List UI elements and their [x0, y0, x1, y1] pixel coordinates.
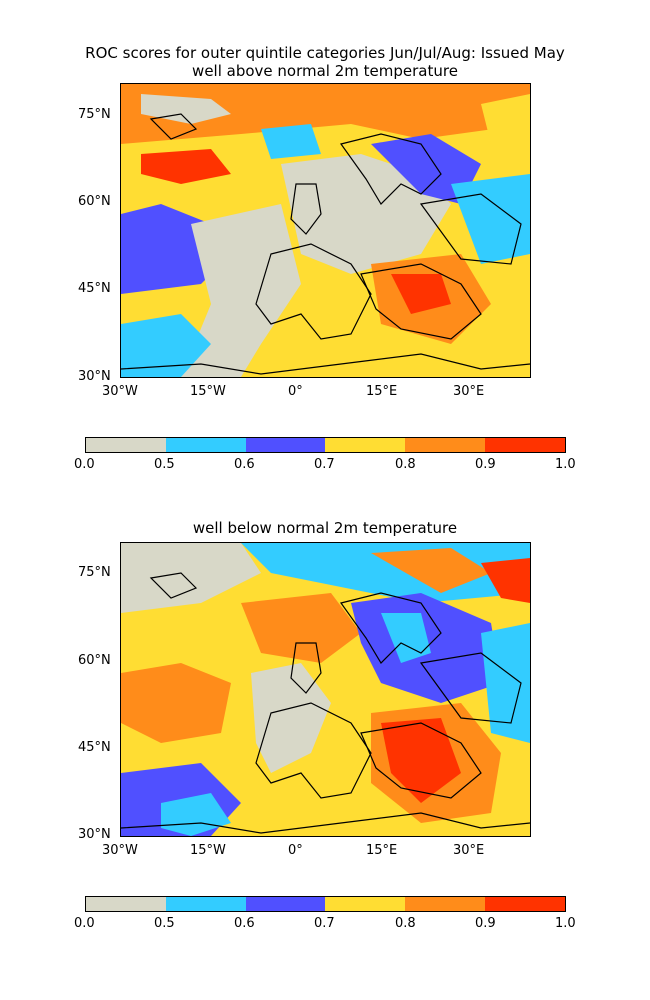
colorbar-tick-4: 0.8 [395, 457, 416, 472]
colorbar-tick-0: 0.0 [74, 916, 95, 931]
panel-2-title: well below normal 2m temperature [192, 519, 458, 537]
colorbar-segment [405, 897, 486, 911]
colorbar-well-below [85, 896, 566, 912]
colorbar-tick-2: 0.6 [234, 916, 255, 931]
lat-label-30n: 30°N [78, 369, 111, 384]
figure-suptitle: ROC scores for outer quintile categories… [85, 44, 565, 62]
map-well-below-field [120, 543, 531, 836]
lat-label-45n: 45°N [78, 740, 111, 755]
lon-label-15w: 15°W [190, 384, 226, 399]
colorbar-tick-6: 1.0 [555, 457, 576, 472]
lat-label-60n: 60°N [78, 194, 111, 209]
colorbar-tick-1: 0.5 [154, 916, 175, 931]
lon-label-30w: 30°W [102, 384, 138, 399]
colorbar-segment [86, 897, 166, 911]
colorbar-segment [325, 897, 406, 911]
lon-label-30e: 30°E [453, 843, 485, 858]
lon-label-15e: 15°E [366, 843, 398, 858]
lon-label-0: 0° [288, 384, 303, 399]
colorbar-segment [86, 438, 166, 452]
lon-label-15e: 15°E [366, 384, 398, 399]
colorbar-tick-3: 0.7 [314, 916, 335, 931]
colorbar-segment [245, 897, 326, 911]
colorbar-tick-6: 1.0 [555, 916, 576, 931]
colorbar-tick-3: 0.7 [314, 457, 335, 472]
map-well-above-field [120, 84, 531, 377]
colorbar-well-above [85, 437, 566, 453]
lat-label-75n: 75°N [78, 107, 111, 122]
colorbar-segment [165, 438, 246, 452]
colorbar-tick-1: 0.5 [154, 457, 175, 472]
colorbar-segment [485, 438, 565, 452]
colorbar-tick-2: 0.6 [234, 457, 255, 472]
colorbar-segment [325, 438, 406, 452]
colorbar-segment [165, 897, 246, 911]
colorbar-tick-4: 0.8 [395, 916, 416, 931]
colorbar-segment [485, 897, 565, 911]
lon-label-15w: 15°W [190, 843, 226, 858]
lat-label-30n: 30°N [78, 827, 111, 842]
colorbar-tick-5: 0.9 [475, 916, 496, 931]
panel-1-title: well above normal 2m temperature [192, 62, 458, 80]
colorbar-segment [245, 438, 326, 452]
colorbar-tick-5: 0.9 [475, 457, 496, 472]
colorbar-tick-0: 0.0 [74, 457, 95, 472]
lon-label-0: 0° [288, 843, 303, 858]
lat-label-60n: 60°N [78, 653, 111, 668]
map-well-above [120, 83, 531, 378]
lat-label-45n: 45°N [78, 281, 111, 296]
lon-label-30w: 30°W [102, 843, 138, 858]
lon-label-30e: 30°E [453, 384, 485, 399]
map-well-below [120, 542, 531, 837]
colorbar-segment [405, 438, 486, 452]
lat-label-75n: 75°N [78, 565, 111, 580]
